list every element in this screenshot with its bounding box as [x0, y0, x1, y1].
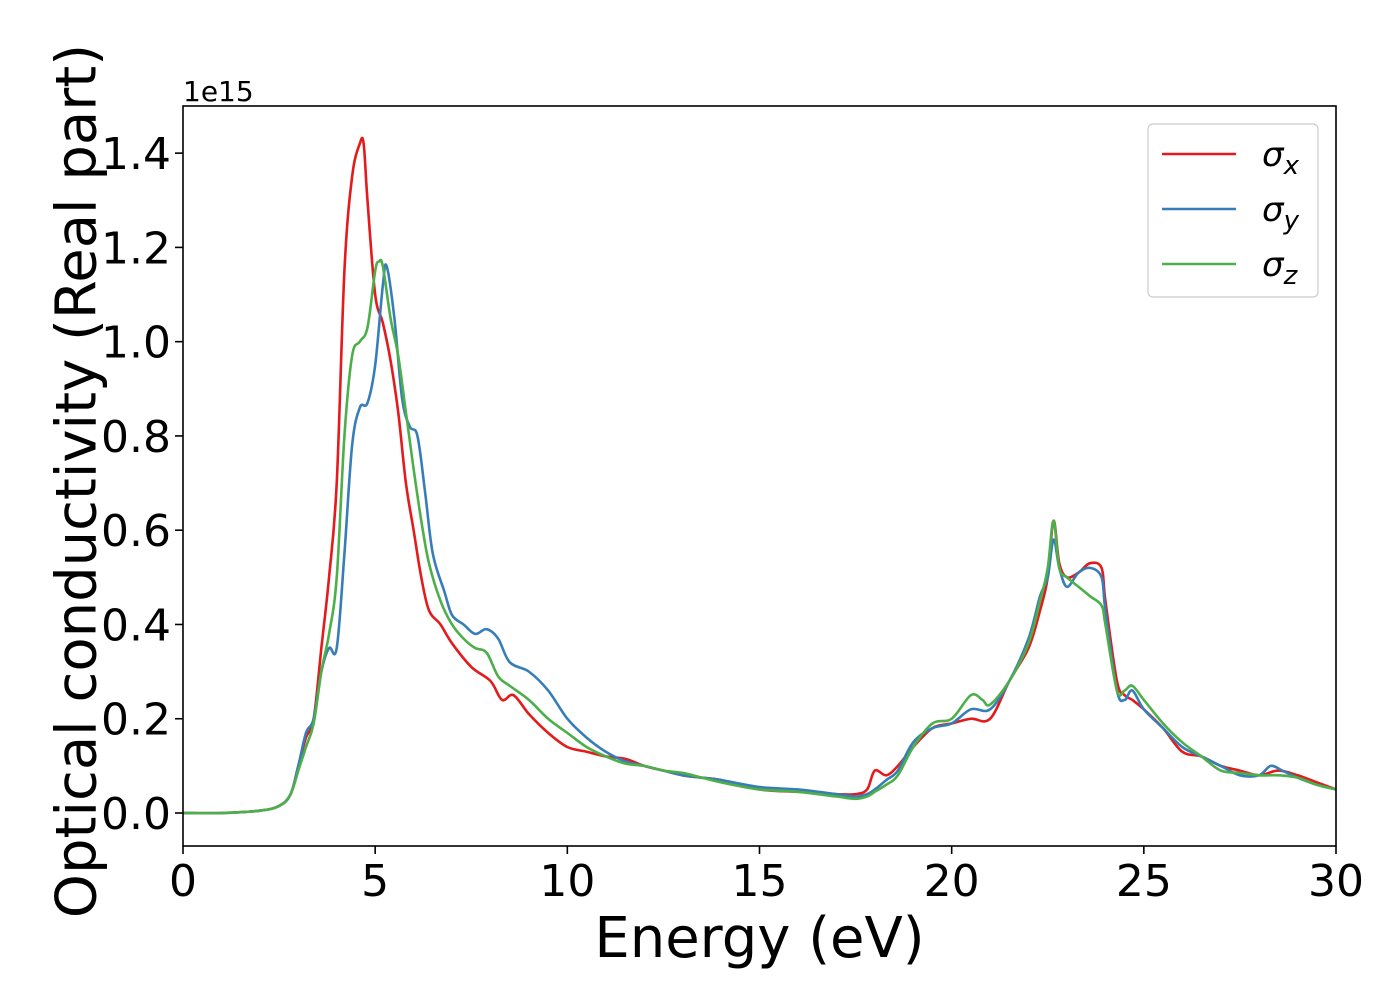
- legend-item-y: σy: [1162, 190, 1300, 236]
- y-tick-label: 1.4: [101, 129, 171, 180]
- series-line-z: [183, 258, 1336, 815]
- y-tick-label: 1.2: [101, 223, 171, 274]
- series-layer: [183, 136, 1336, 815]
- y-axis: 0.0 0.2 0.4 0.6 0.8 1.0 1.2 1.4: [101, 129, 183, 840]
- legend-label: σz: [1262, 245, 1299, 291]
- y-axis-title: Optical conductivity (Real part): [45, 44, 110, 918]
- legend-label-base: σ: [1262, 245, 1285, 285]
- x-axis: 0 5 10 15 20 25 30: [169, 846, 1364, 907]
- legend-label-sub: y: [1283, 206, 1300, 236]
- y-axis-offset-label: 1e15: [183, 75, 254, 108]
- legend-label: σy: [1262, 190, 1300, 236]
- x-tick-label: 25: [1116, 856, 1172, 907]
- legend-label-sub: x: [1283, 151, 1300, 181]
- x-tick-label: 15: [732, 856, 788, 907]
- y-tick-label: 0.8: [101, 412, 171, 463]
- legend-item-x: σx: [1162, 135, 1300, 181]
- x-axis-title: Energy (eV): [594, 906, 924, 971]
- y-tick-label: 0.0: [101, 789, 171, 840]
- x-tick-label: 20: [924, 856, 980, 907]
- y-tick-label: 1.0: [101, 318, 171, 369]
- x-tick-label: 0: [169, 856, 197, 907]
- x-tick-label: 10: [539, 856, 595, 907]
- y-tick-label: 0.2: [101, 695, 171, 746]
- legend-box: [1147, 123, 1319, 298]
- x-tick-label: 5: [361, 856, 389, 907]
- y-tick-label: 0.4: [101, 600, 171, 651]
- legend-label-sub: z: [1283, 261, 1299, 291]
- legend-label-base: σ: [1262, 135, 1285, 175]
- legend-label: σx: [1262, 135, 1300, 181]
- y-tick-label: 0.6: [101, 506, 171, 557]
- x-tick-label: 30: [1308, 856, 1364, 907]
- legend-label-base: σ: [1262, 190, 1285, 230]
- legend-item-z: σz: [1162, 245, 1299, 291]
